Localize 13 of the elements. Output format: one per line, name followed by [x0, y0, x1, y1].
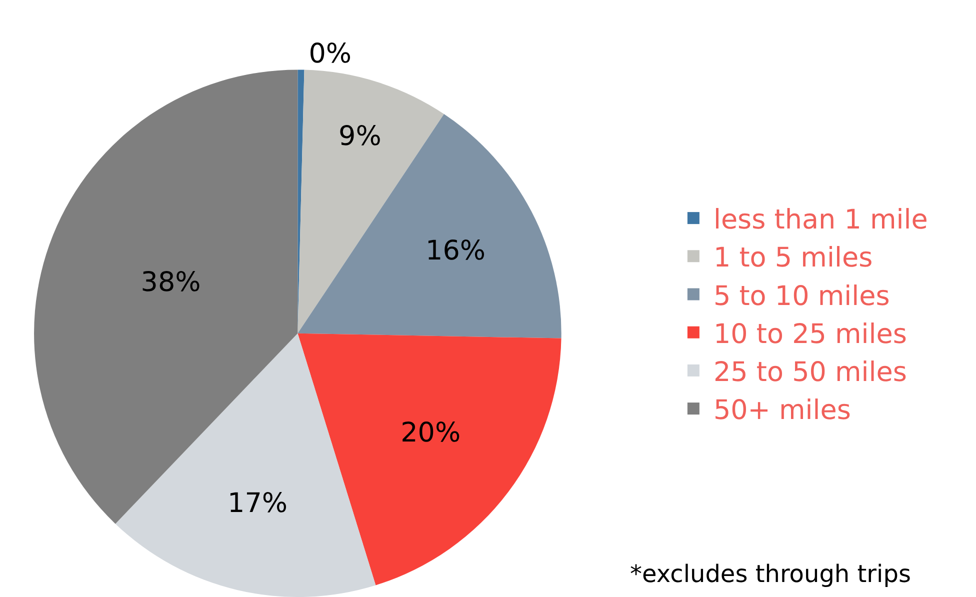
legend-label: 5 to 10 miles — [713, 280, 890, 312]
data-label: 0% — [308, 38, 352, 70]
legend-label: 50+ miles — [713, 395, 851, 426]
legend-label: 10 to 25 miles — [713, 318, 908, 350]
text: *excludes through trips — [630, 560, 911, 588]
data-label: 17% — [228, 488, 288, 520]
data-label: 9% — [338, 121, 382, 152]
data-label: 38% — [140, 266, 201, 298]
data-label: 16% — [426, 235, 486, 266]
legend-label: 1 to 5 miles — [713, 242, 873, 274]
legend-label: 25 to 50 miles — [713, 356, 908, 388]
legend-label: less than 1 mile — [713, 204, 928, 236]
data-label: 20% — [400, 418, 461, 449]
